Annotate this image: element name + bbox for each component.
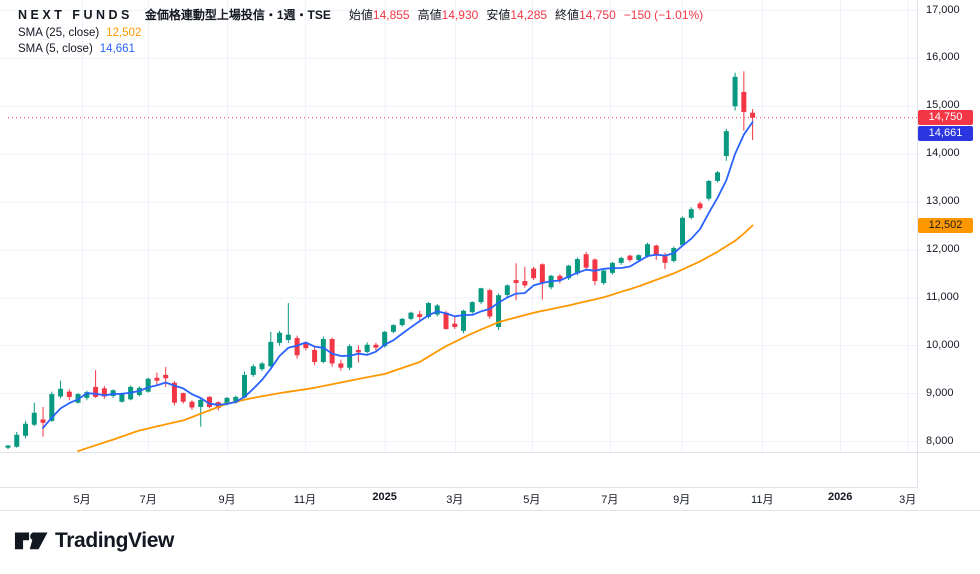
time-axis-top-divider: [0, 487, 918, 488]
sma5-label: SMA (5, close): [18, 43, 93, 55]
chart-gridlines: [0, 0, 917, 452]
sma5-line: [42, 121, 754, 429]
chart-header: NEXT FUNDS 金価格連動型上場投信・1週・TSE 始値14,855 高値…: [18, 6, 703, 55]
price-axis-label: 10,000: [926, 338, 960, 351]
price-axis-label: 17,000: [926, 3, 960, 16]
time-axis-label: 9月: [673, 494, 691, 506]
symbol-name: NEXT FUNDS: [18, 8, 133, 22]
low-value: 安値14,285: [486, 8, 548, 22]
time-axis-label: 5月: [523, 494, 541, 506]
time-axis[interactable]: 5月 7月 9月 11月 2025 3月 5月 7月 9月 11月 2026 3月: [0, 488, 980, 510]
time-axis-label: 11月: [293, 494, 317, 506]
chart-pane[interactable]: [0, 0, 917, 452]
indicator-legend-sma25: SMA (25, close) 12,502: [18, 27, 703, 39]
tradingview-logo[interactable]: TradingView: [14, 527, 174, 555]
price-axis-label: 9,000: [926, 386, 954, 399]
time-axis-label: 7月: [139, 494, 157, 506]
price-axis-label: 16,000: [926, 51, 960, 64]
symbol-row: NEXT FUNDS 金価格連動型上場投信・1週・TSE 始値14,855 高値…: [18, 6, 703, 23]
price-axis-label: 11,000: [926, 290, 959, 303]
tradingview-logo-text: TradingView: [55, 529, 174, 552]
price-axis-label: 8,000: [926, 434, 954, 447]
time-axis-label: 2025: [372, 491, 397, 503]
open-value: 始値14,855: [348, 8, 410, 22]
price-axis-label: 15,000: [926, 99, 960, 112]
candlestick-chart: [0, 0, 917, 452]
sma25-value: 12,502: [106, 27, 142, 39]
pane-bottom-divider: [0, 452, 980, 453]
time-axis-label: 3月: [446, 494, 464, 506]
sma25-label: SMA (25, close): [18, 27, 100, 39]
time-axis-label: 5月: [73, 494, 91, 506]
tradingview-logo-icon: [14, 532, 48, 550]
price-label-badge: 14,750: [918, 110, 973, 126]
high-value: 高値14,930: [417, 8, 479, 22]
price-axis[interactable]: 17,000 16,000 15,000 14,000 13,000 12,000 11,0…: [918, 0, 980, 487]
price-axis-divider: [917, 0, 918, 487]
time-axis-label: 3月: [899, 494, 917, 506]
time-axis-bottom-divider: [0, 510, 980, 511]
symbol-description: 金価格連動型上場投信・1週・TSE: [144, 8, 331, 22]
time-axis-label: 9月: [218, 494, 236, 506]
time-axis-label: 11月: [751, 494, 774, 506]
candles-series: [5, 71, 756, 450]
time-axis-label: 2026: [827, 491, 853, 503]
price-axis-label: 12,000: [926, 242, 960, 255]
time-axis-label: 7月: [601, 494, 619, 506]
ohlc-values: 始値14,855 高値14,930 安値14,285 終値14,750: [341, 6, 616, 23]
change-value: −150 (−1.01%): [623, 8, 704, 22]
price-axis-label: 13,000: [926, 195, 960, 208]
sma5-value: 14,661: [99, 43, 135, 55]
sma25-line: [77, 224, 754, 452]
price-label-badge: 12,502: [918, 217, 973, 233]
indicator-legend-sma5: SMA (5, close) 14,661: [18, 43, 703, 55]
price-label-badge: 14,661: [918, 125, 973, 141]
close-value: 終値14,750: [555, 8, 616, 22]
price-axis-label: 14,000: [926, 147, 960, 160]
